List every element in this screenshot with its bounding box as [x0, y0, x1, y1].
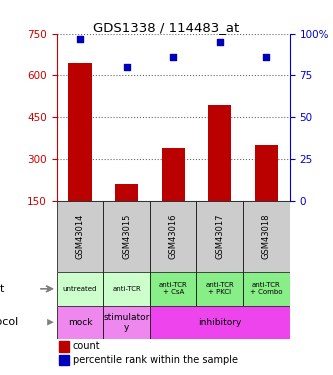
Text: anti-TCR
+ PKCi: anti-TCR + PKCi — [205, 282, 234, 296]
Text: inhibitory: inhibitory — [198, 318, 241, 327]
Bar — [150, 272, 196, 306]
Point — [264, 54, 269, 60]
Bar — [162, 148, 185, 201]
Text: agent: agent — [0, 284, 5, 294]
Bar — [59, 355, 70, 366]
Bar — [196, 272, 243, 306]
Bar — [150, 306, 290, 339]
Text: anti-TCR
+ CsA: anti-TCR + CsA — [159, 282, 187, 296]
Bar — [59, 341, 70, 352]
Bar — [243, 272, 290, 306]
Text: percentile rank within the sample: percentile rank within the sample — [73, 355, 238, 365]
Text: GSM43014: GSM43014 — [75, 214, 85, 259]
Point — [170, 54, 176, 60]
Bar — [196, 201, 243, 272]
Bar — [103, 201, 150, 272]
Bar — [57, 306, 103, 339]
Point — [77, 36, 83, 42]
Point — [124, 64, 129, 70]
Bar — [57, 201, 103, 272]
Bar — [103, 272, 150, 306]
Text: anti-TCR: anti-TCR — [112, 286, 141, 292]
Text: GDS1338 / 114483_at: GDS1338 / 114483_at — [93, 21, 240, 34]
Bar — [243, 201, 290, 272]
Text: count: count — [73, 341, 101, 351]
Bar — [255, 145, 278, 201]
Bar — [103, 306, 150, 339]
Text: GSM43016: GSM43016 — [168, 214, 178, 259]
Text: protocol: protocol — [0, 317, 18, 327]
Bar — [150, 201, 196, 272]
Text: GSM43015: GSM43015 — [122, 214, 131, 259]
Text: GSM43017: GSM43017 — [215, 214, 224, 259]
Bar — [68, 63, 92, 201]
Bar — [115, 184, 138, 201]
Text: GSM43018: GSM43018 — [262, 214, 271, 259]
Text: anti-TCR
+ Combo: anti-TCR + Combo — [250, 282, 283, 296]
Text: mock: mock — [68, 318, 92, 327]
Point — [217, 39, 222, 45]
Bar — [57, 272, 103, 306]
Bar — [208, 105, 231, 201]
Text: stimulator
y: stimulator y — [103, 312, 150, 332]
Text: untreated: untreated — [63, 286, 97, 292]
